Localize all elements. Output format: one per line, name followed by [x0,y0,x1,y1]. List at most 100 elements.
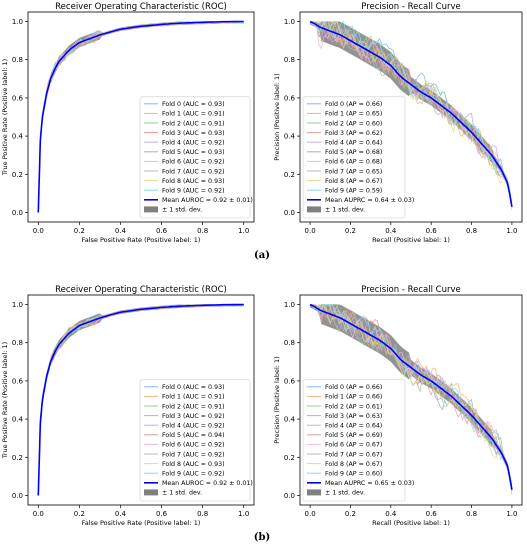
y-tick-label: 1.0 [12,301,23,309]
legend-entry: Fold 5 (AUC = 0.94) [162,432,225,439]
legend-entry: Fold 4 (AP = 0.64) [325,423,382,430]
x-tick-label: 0.4 [115,227,127,235]
chart-title: Receiver Operating Characteristic (ROC) [55,2,227,12]
axes-frame [27,294,255,506]
fold-curve-6 [309,304,513,492]
legend-box [302,96,406,219]
y-tick-label: 0.8 [12,56,23,64]
x-tick-label: 1.0 [238,510,249,518]
legend-entry: ± 1 std. dev. [162,490,202,497]
x-tick-label: 0.2 [74,510,85,518]
legend-entry: Fold 6 (AUC = 0.92) [162,159,225,166]
y-axis-label: True Positive Rate (Positive label: 1) [1,59,9,176]
x-tick-label: 0.6 [426,227,438,235]
mean-curve [309,303,513,490]
legend-entry: Mean AUROC = 0.92 ± 0.01) [162,480,253,487]
chart-p0-c1: 0.0 0.2 0.4 0.6 0.8 1.0 0.0 0.2 0.4 0.6 0.8 1.0 Prec… [273,2,523,244]
legend-entry: Fold 0 (AP = 0.66) [325,101,382,108]
legend-entry: Mean AUPRC = 0.65 ± 0.03) [325,480,414,487]
legend-entry: Fold 1 (AP = 0.66) [325,394,382,401]
chart-title: Precision - Recall Curve [361,2,461,12]
x-tick-label: 0.0 [305,227,316,235]
legend-entry: Fold 9 (AUC = 0.92) [162,188,225,195]
legend-swatch [307,206,321,213]
y-tick-label: 0.4 [12,416,24,424]
y-tick-label: 0.8 [284,56,295,64]
legend-entry: Fold 2 (AP = 0.60) [325,120,382,127]
legend-entry: Fold 2 (AUC = 0.91) [162,120,225,127]
y-tick-label: 0.0 [12,492,23,500]
legend-entry: Fold 3 (AP = 0.63) [325,413,382,420]
y-tick-label: 0.0 [284,209,295,217]
axes-frame [27,11,255,223]
x-tick-label: 0.8 [466,227,477,235]
legend-entry: Fold 8 (AP = 0.67) [325,178,382,185]
fold-curve-6 [309,21,513,208]
legend-entry: Fold 0 (AUC = 0.93) [162,101,225,108]
x-tick-label: 1.0 [506,510,517,518]
legend-entry: Fold 8 (AUC = 0.93) [162,178,225,185]
x-axis-label: False Positive Rate (Positive label: 1) [82,519,201,527]
legend-box [302,379,406,502]
x-tick-label: 0.0 [33,510,44,518]
y-tick-label: 0.0 [284,492,295,500]
x-tick-label: 0.8 [466,510,477,518]
legend-swatch [144,206,158,213]
x-tick-label: 0.4 [115,510,127,518]
y-tick-label: 0.4 [284,416,296,424]
std-band [310,21,512,211]
x-axis-label: Recall (Positive label: 1) [372,519,450,527]
y-tick-label: 1.0 [284,301,295,309]
legend-entry: Fold 9 (AP = 0.60) [325,471,382,478]
y-tick-label: 0.0 [12,209,23,217]
legend-entry: Fold 4 (AUC = 0.92) [162,423,225,430]
legend-entry: Fold 8 (AP = 0.67) [325,461,382,468]
legend-entry: Fold 2 (AP = 0.61) [325,403,382,410]
legend-entry: ± 1 std. dev. [325,207,365,214]
x-tick-label: 0.4 [385,510,397,518]
y-tick-label: 0.6 [284,377,296,385]
y-tick-label: 0.2 [284,454,295,462]
y-tick-label: 1.0 [12,18,23,26]
y-tick-label: 0.4 [12,133,24,141]
fold-curve-9 [309,303,513,491]
legend-entry: Fold 1 (AUC = 0.91) [162,111,225,118]
legend-entry: Fold 3 (AP = 0.62) [325,130,382,137]
chart-p1-c0: 0.0 0.2 0.4 0.6 0.8 1.0 0.0 0.2 0.4 0.6 0.8 1.0 Rece… [1,285,255,527]
legend-entry: Fold 3 (AUC = 0.92) [162,413,225,420]
legend-entry: Fold 4 (AP = 0.64) [325,140,382,147]
legend-entry: Fold 7 (AP = 0.65) [325,168,382,175]
x-axis-label: False Positive Rate (Positive label: 1) [82,236,201,244]
y-tick-label: 1.0 [284,18,295,26]
x-tick-label: 1.0 [506,227,517,235]
legend-entry: Fold 3 (AUC = 0.93) [162,130,225,137]
legend-entry: Fold 9 (AUC = 0.92) [162,471,225,478]
y-tick-label: 0.8 [284,339,295,347]
y-tick-label: 0.4 [284,133,296,141]
x-tick-label: 0.6 [426,510,438,518]
mean-curve [37,20,244,213]
legend-entry: Fold 7 (AUC = 0.92) [162,168,225,175]
legend-entry: Fold 2 (AUC = 0.91) [162,403,225,410]
y-tick-label: 0.8 [12,339,23,347]
y-tick-label: 0.2 [12,454,23,462]
axes-frame [299,294,523,506]
legend-entry: Fold 6 (AP = 0.67) [325,442,382,449]
chart-title: Receiver Operating Characteristic (ROC) [55,285,227,295]
chart-p0-c0: 0.0 0.2 0.4 0.6 0.8 1.0 0.0 0.2 0.4 0.6 0.8 1.0 Rece… [1,2,255,244]
y-tick-label: 0.6 [12,94,24,102]
x-tick-label: 1.0 [238,227,249,235]
x-axis-label: Recall (Positive label: 1) [372,236,450,244]
fold-curve-8 [309,303,513,495]
y-tick-label: 0.2 [284,171,295,179]
legend-box [139,96,251,219]
legend-entry: ± 1 std. dev. [325,490,365,497]
y-tick-label: 0.6 [284,94,296,102]
x-tick-label: 0.4 [385,227,397,235]
x-tick-label: 0.6 [156,227,168,235]
legend-entry: Fold 4 (AUC = 0.92) [162,140,225,147]
legend-entry: Fold 1 (AUC = 0.91) [162,394,225,401]
x-tick-label: 0.8 [197,227,208,235]
x-tick-label: 0.2 [345,510,356,518]
